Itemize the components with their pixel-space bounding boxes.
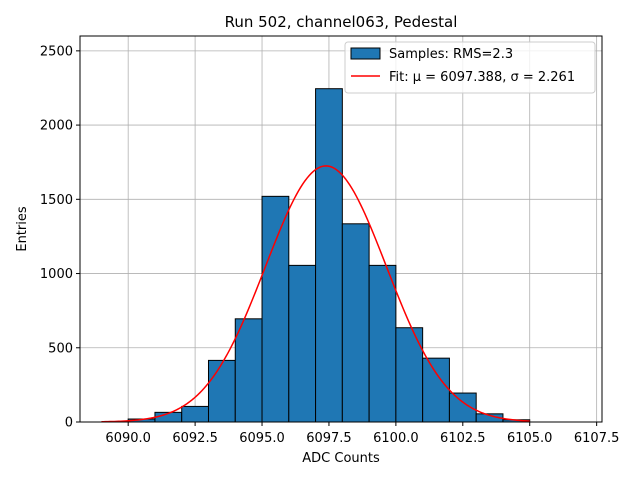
chart-title: Run 502, channel063, Pedestal: [225, 13, 458, 31]
x-tick-label: 6092.5: [172, 431, 218, 446]
histogram-bar: [368, 264, 397, 423]
legend-label-samples: Samples: RMS=2.3: [389, 47, 513, 62]
legend-swatch-samples: [350, 47, 381, 60]
x-axis-ticks: 6090.0 6092.5 6095.0 6097.5 6100.0 6102.5 6105…: [105, 422, 619, 446]
x-tick-label: 6102.5: [440, 431, 486, 446]
histogram-bar: [288, 264, 317, 423]
y-tick-label: 1500: [40, 193, 73, 208]
y-axis-ticks: 0 500 1000 1500 2000 2500: [40, 44, 80, 431]
x-tick-label: 6095.0: [239, 431, 285, 446]
histogram-bar: [422, 357, 450, 423]
y-tick-label: 2000: [40, 119, 73, 134]
histogram-bar: [315, 88, 343, 423]
legend-box: [344, 41, 596, 94]
fit-curve-layer: [101, 165, 530, 423]
legend: Samples: RMS=2.3 Fit: μ = 6097.388, σ = …: [344, 41, 596, 94]
x-tick-label: 6090.0: [105, 431, 151, 446]
y-tick-label: 500: [48, 341, 73, 356]
x-tick-label: 6107.5: [574, 431, 620, 446]
histogram-bar: [234, 318, 263, 423]
x-tick-label: 6100.0: [373, 431, 419, 446]
histogram-bar: [261, 195, 290, 423]
histogram-bar: [207, 359, 236, 423]
x-tick-label: 6097.5: [306, 431, 352, 446]
fit-curve: [101, 165, 530, 423]
y-tick-label: 0: [65, 416, 73, 431]
y-axis-label: Entries: [15, 206, 30, 252]
plot-area-frame: [79, 35, 603, 423]
histogram-bar: [181, 405, 209, 423]
histogram-bar: [341, 223, 370, 423]
y-tick-label: 1000: [40, 267, 73, 282]
y-tick-label: 2500: [40, 44, 73, 59]
legend-label-fit: Fit: μ = 6097.388, σ = 2.261: [389, 70, 575, 85]
histogram-bars: [127, 88, 531, 423]
x-axis-label: ADC Counts: [302, 451, 380, 466]
x-tick-label: 6105.0: [507, 431, 553, 446]
